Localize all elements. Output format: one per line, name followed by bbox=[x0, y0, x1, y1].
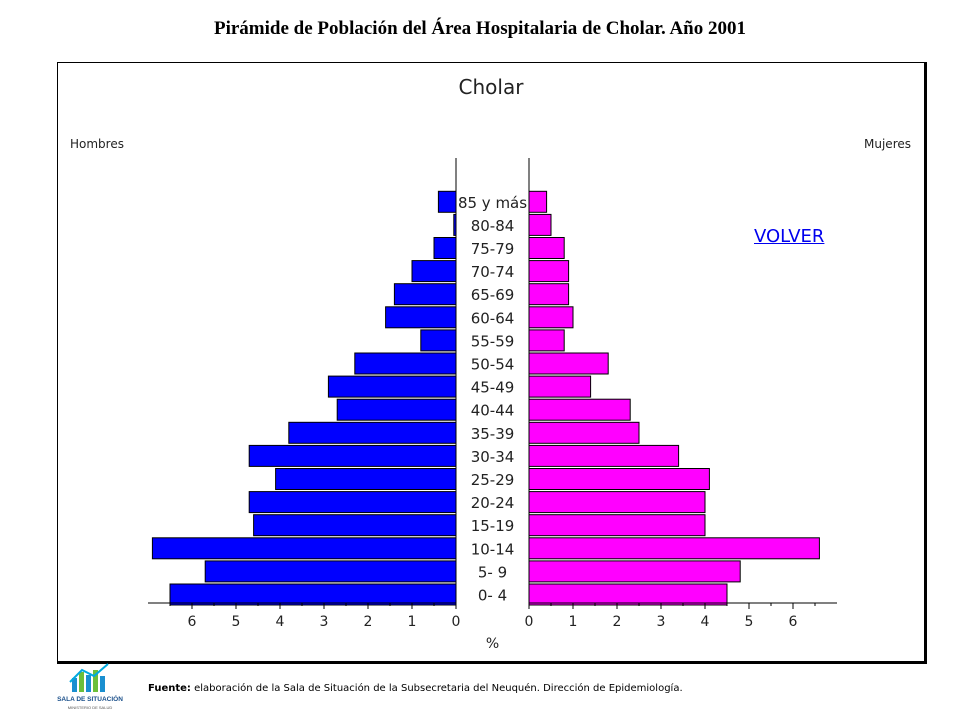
bar-mujeres-6 bbox=[528, 444, 680, 467]
bar-hombres-5 bbox=[275, 468, 457, 490]
age-group-label-10: 50-54 bbox=[471, 356, 515, 374]
volver-link[interactable]: VOLVER bbox=[754, 226, 825, 247]
chart-frame: Cholar Hombres Mujeres 0- 4 5- 9 10-14 15-19 20… bbox=[57, 62, 927, 664]
tick-label-right-4: 4 bbox=[701, 614, 710, 630]
bar-mujeres-7 bbox=[528, 421, 640, 444]
chart-title: Cholar bbox=[459, 75, 525, 99]
tick-label-right-6: 6 bbox=[789, 614, 798, 630]
bar-mujeres-3 bbox=[528, 514, 706, 537]
tick-label-left-0: 0 bbox=[452, 614, 461, 630]
source-label: Fuente: bbox=[148, 683, 191, 694]
bar-hombres-4 bbox=[248, 491, 457, 514]
tick-label-right-0: 0 bbox=[525, 614, 534, 630]
tick-label-right-3: 3 bbox=[657, 614, 666, 630]
tick-label-right-2: 2 bbox=[613, 614, 622, 630]
tick-label-left-1: 1 bbox=[408, 614, 417, 630]
age-group-label-14: 70-74 bbox=[471, 263, 515, 281]
bar-mujeres-16 bbox=[528, 213, 552, 236]
bar-hombres-10 bbox=[354, 352, 457, 375]
age-group-label-3: 15-19 bbox=[471, 517, 515, 535]
tick-label-left-4: 4 bbox=[276, 614, 285, 630]
bar-hombres-12 bbox=[385, 306, 457, 329]
bar-hombres-3 bbox=[253, 514, 457, 537]
bar-hombres-6 bbox=[248, 444, 457, 467]
bar-mujeres-10 bbox=[528, 352, 609, 375]
bar-hombres-16 bbox=[453, 213, 457, 236]
svg-text:SALA DE SITUACIÓN: SALA DE SITUACIÓN bbox=[57, 694, 123, 703]
source-text: elaboración de la Sala de Situación de l… bbox=[190, 683, 683, 694]
age-group-label-13: 65-69 bbox=[471, 286, 515, 304]
age-group-label-0: 0- 4 bbox=[478, 587, 507, 605]
legend-hombres: Hombres bbox=[70, 137, 124, 151]
bar-hombres-8 bbox=[336, 398, 457, 421]
tick-label-right-1: 1 bbox=[569, 614, 578, 630]
age-group-label-9: 45-49 bbox=[471, 379, 515, 397]
age-group-label-5: 25-29 bbox=[471, 471, 515, 489]
bar-mujeres-2 bbox=[528, 537, 820, 560]
age-group-label-15: 75-79 bbox=[471, 240, 515, 258]
legend-mujeres: Mujeres bbox=[864, 137, 911, 151]
bar-mujeres-11 bbox=[528, 329, 565, 352]
age-group-label-11: 55-59 bbox=[471, 332, 515, 350]
bar-mujeres-4 bbox=[528, 491, 706, 514]
bar-mujeres-9 bbox=[528, 375, 592, 398]
tick-label-right-5: 5 bbox=[745, 614, 754, 630]
bar-hombres-0 bbox=[169, 583, 457, 606]
sala-de-situacion-logo: SALA DE SITUACIÓN MINISTERIO DE SALUD bbox=[57, 663, 123, 710]
bar-mujeres-0 bbox=[528, 583, 728, 606]
tick-label-left-2: 2 bbox=[364, 614, 373, 630]
tick-label-left-5: 5 bbox=[232, 614, 241, 630]
age-group-label-1: 5- 9 bbox=[478, 563, 507, 581]
bar-hombres-11 bbox=[420, 329, 457, 352]
age-group-label-7: 35-39 bbox=[471, 425, 515, 443]
bar-hombres-13 bbox=[393, 283, 457, 306]
age-group-label-4: 20-24 bbox=[471, 494, 515, 512]
page-title: Pirámide de Población del Área Hospitala… bbox=[213, 18, 746, 39]
bar-hombres-2 bbox=[151, 537, 457, 560]
bar-mujeres-17 bbox=[528, 190, 548, 213]
tick-label-left-3: 3 bbox=[320, 614, 329, 630]
bar-mujeres-1 bbox=[528, 560, 741, 583]
svg-text:MINISTERIO DE SALUD: MINISTERIO DE SALUD bbox=[68, 705, 113, 710]
age-group-label-2: 10-14 bbox=[471, 540, 515, 558]
age-group-label-6: 30-34 bbox=[471, 448, 515, 466]
bar-hombres-14 bbox=[411, 260, 457, 283]
x-axis-label: % bbox=[486, 636, 499, 652]
bar-mujeres-12 bbox=[528, 306, 574, 329]
age-group-label-16: 80-84 bbox=[471, 217, 515, 235]
age-group-label-12: 60-64 bbox=[471, 309, 515, 327]
bar-mujeres-15 bbox=[528, 237, 565, 259]
bar-hombres-9 bbox=[327, 375, 457, 398]
bar-mujeres-14 bbox=[528, 260, 570, 283]
bar-hombres-1 bbox=[204, 560, 457, 583]
bar-mujeres-5 bbox=[528, 468, 710, 490]
source-note: Fuente: elaboración de la Sala de Situac… bbox=[148, 683, 683, 694]
bar-hombres-15 bbox=[433, 237, 457, 259]
age-group-label-17: 85 y más bbox=[458, 194, 527, 212]
bar-mujeres-8 bbox=[528, 398, 631, 421]
tick-label-left-6: 6 bbox=[188, 614, 197, 630]
bar-mujeres-13 bbox=[528, 283, 570, 306]
age-group-label-8: 40-44 bbox=[471, 402, 515, 420]
bar-hombres-17 bbox=[437, 190, 457, 213]
bar-hombres-7 bbox=[288, 421, 457, 444]
